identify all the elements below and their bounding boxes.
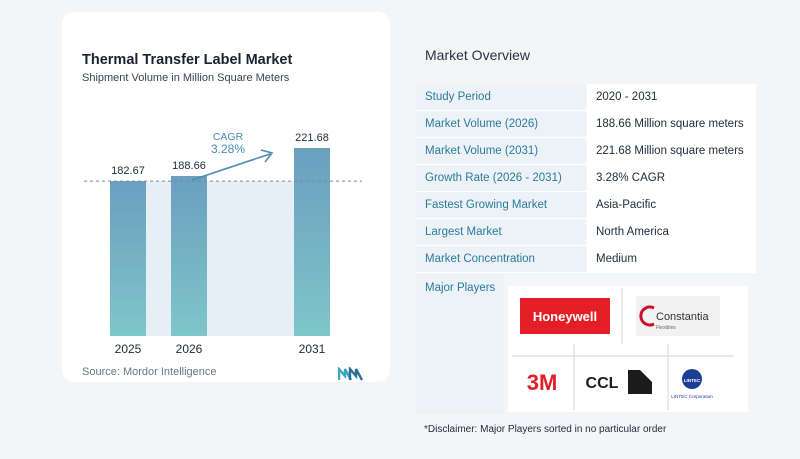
- cagr-label: CAGR: [213, 131, 244, 143]
- bar-2026: [171, 176, 207, 336]
- overview-row: Growth Rate (2026 - 2031) 3.28% CAGR: [416, 165, 756, 192]
- constantia-sub: Flexibles: [656, 325, 676, 331]
- overview-label: Fastest Growing Market: [416, 192, 586, 218]
- overview-row: Study Period 2020 - 2031: [416, 84, 756, 111]
- cagr-arrow-head: [260, 149, 274, 163]
- value-label-2025: 182.67: [111, 165, 145, 177]
- x-tick-2031: 2031: [299, 342, 326, 356]
- major-players-label: Major Players: [425, 282, 496, 294]
- value-label-2031: 221.68: [295, 132, 329, 144]
- overview-row: Market Volume (2026) 188.66 Million squar…: [416, 111, 756, 138]
- bar-2031: [294, 148, 330, 336]
- x-tick-2026: 2026: [176, 342, 203, 356]
- lintec-sub: LINTEC Corporation: [671, 394, 713, 399]
- honeywell-logo: [520, 298, 610, 334]
- overview-value: Medium: [586, 246, 756, 272]
- major-players-logos: Honeywell Constantia Flexibles 3M CCL LINTEC L…: [508, 286, 748, 412]
- 3m-name: 3M: [527, 370, 558, 395]
- overview-row: Largest Market North America: [416, 219, 756, 246]
- cagr-value: 3.28%: [211, 142, 245, 156]
- overview-row: Fastest Growing Market Asia-Pacific: [416, 192, 756, 219]
- overview-value: 221.68 Million square meters: [586, 138, 756, 164]
- value-label-2026: 188.66: [172, 160, 206, 172]
- chart-subtitle: Shipment Volume in Million Square Meters: [82, 72, 290, 84]
- bar-2025: [110, 181, 146, 336]
- disclaimer-text: *Disclaimer: Major Players sorted in no …: [424, 424, 667, 435]
- major-players-cell: Major Players: [416, 274, 504, 414]
- mordor-logo-icon: [338, 367, 364, 381]
- lintec-name: LINTEC: [684, 378, 701, 383]
- overview-row: Market Concentration Medium: [416, 246, 756, 273]
- overview-label: Largest Market: [416, 219, 586, 245]
- chart-card: Thermal Transfer Label Market Shipment V…: [62, 12, 390, 382]
- overview-label: Market Volume (2026): [416, 111, 586, 137]
- overview-value: 188.66 Million square meters: [586, 111, 756, 137]
- overview-row: Market Volume (2031) 221.68 Million squar…: [416, 138, 756, 165]
- constantia-logo: [636, 296, 720, 336]
- constantia-name: Constantia: [656, 311, 709, 323]
- overview-label: Market Volume (2031): [416, 138, 586, 164]
- growth-shade: [207, 181, 294, 336]
- gap-shade: [146, 181, 171, 336]
- overview-value: North America: [586, 219, 756, 245]
- honeywell-name: Honeywell: [533, 309, 597, 324]
- overview-value: 2020 - 2031: [586, 84, 756, 110]
- chart-title: Thermal Transfer Label Market: [82, 52, 293, 68]
- market-overview-title: Market Overview: [425, 47, 531, 63]
- ccl-name: CCL: [586, 375, 619, 392]
- x-tick-2025: 2025: [115, 342, 142, 356]
- market-overview-table: Study Period 2020 - 2031 Market Volume (20…: [416, 84, 756, 273]
- players-grid: Honeywell Constantia Flexibles 3M CCL LINTEC L…: [512, 288, 734, 410]
- constantia-c-icon: [639, 305, 655, 327]
- overview-value: Asia-Pacific: [586, 192, 756, 218]
- cagr-arrow: [191, 153, 271, 181]
- overview-value: 3.28% CAGR: [586, 165, 756, 191]
- source-text: Source: Mordor Intelligence: [82, 366, 217, 378]
- overview-label: Study Period: [416, 84, 586, 110]
- lintec-globe-icon: [682, 369, 702, 389]
- overview-label: Growth Rate (2026 - 2031): [416, 165, 586, 191]
- ccl-mark-cut: [640, 370, 652, 382]
- overview-label: Market Concentration: [416, 246, 586, 272]
